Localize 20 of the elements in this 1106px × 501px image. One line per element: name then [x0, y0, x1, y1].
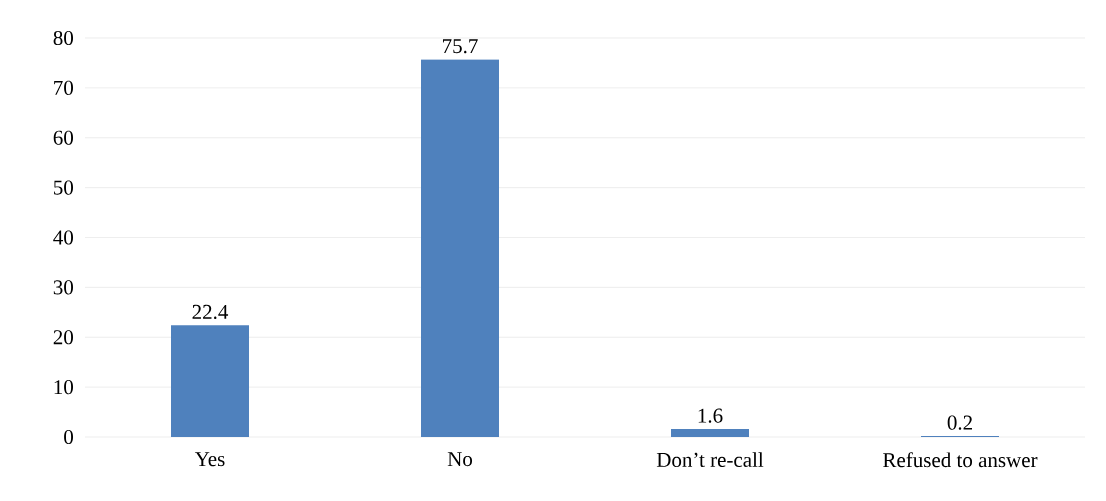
x-tick-label: Yes	[194, 452, 225, 467]
y-tick-label: 70	[54, 80, 74, 95]
data-label: 75.7	[443, 39, 478, 54]
y-tick-label: 80	[53, 30, 74, 46]
bar	[171, 325, 249, 437]
data-label: 0.2	[947, 415, 972, 430]
x-tick-label: No	[447, 452, 473, 467]
x-tick-label: Refused to answer	[883, 452, 1038, 468]
y-tick-label: 10	[54, 380, 74, 395]
bar	[421, 59, 499, 437]
y-tick-label: 30	[53, 280, 74, 295]
y-tick-label: 50	[54, 180, 74, 195]
x-tick-label: Don’t re-call	[656, 452, 764, 467]
data-label: 1.6	[698, 408, 723, 423]
y-tick-label: 0	[64, 429, 74, 445]
y-tick-label: 60	[53, 130, 74, 145]
bar	[671, 429, 750, 437]
y-tick-label: 40	[53, 230, 74, 245]
y-tick-label: 20	[53, 330, 74, 345]
data-label: 22.4	[192, 304, 229, 320]
